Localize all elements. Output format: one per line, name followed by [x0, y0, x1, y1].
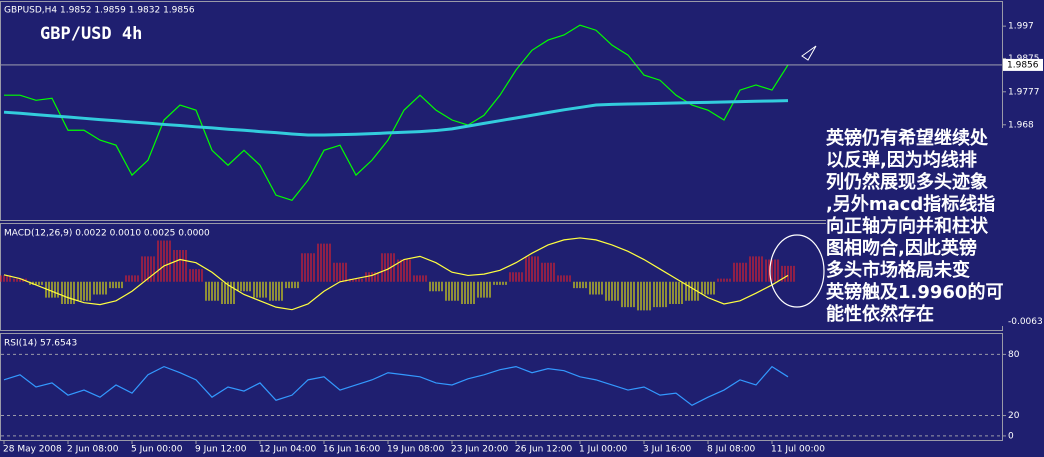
panel-title: MACD(12,26,9) 0.0022 0.0010 0.0025 0.000…: [4, 229, 210, 239]
y-tick-label: 20: [1008, 411, 1020, 421]
annotation-line: 向正轴方向并和柱状: [826, 216, 988, 237]
x-tick-label: 26 Jun 12:00: [515, 445, 572, 455]
x-tick-label: 5 Jun 00:00: [131, 445, 183, 455]
series-line: [4, 24, 789, 201]
series-line: [3, 365, 789, 407]
annotation-line: 以反弹,因为均线排: [826, 150, 977, 171]
annotation-line: 图相吻合,因此英镑: [826, 238, 977, 259]
panel-frame: [0, 333, 1003, 441]
x-tick-label: 12 Jun 04:00: [259, 445, 316, 455]
annotation: 英镑仍有希望继续处 以反弹,因为均线排 列仍然展现多头迹象 ,另外macd指标线指 向正…: [826, 128, 1006, 326]
x-tick-label: 9 Jun 12:00: [195, 445, 247, 455]
x-tick-label: 3 Jul 16:00: [643, 445, 692, 455]
x-tick-label: 1 Jul 00:00: [579, 445, 628, 455]
y-tick-label: 1.968: [1008, 120, 1034, 130]
annotation-line: 英镑触及1.9960的可: [826, 282, 1004, 303]
chart-title: GBP/USD 4h: [40, 24, 142, 44]
x-tick-label: 11 Jul 00:00: [771, 445, 825, 455]
panel-frame: [0, 1, 1003, 221]
annotation-line: ,另外macd指标线指: [826, 194, 996, 215]
x-tick-label: 28 May 2008: [3, 445, 62, 455]
y-tick-label: 1.997: [1008, 22, 1034, 32]
series-line: [3, 99, 789, 137]
x-tick-label: 23 Jun 20:00: [451, 445, 508, 455]
x-tick-label: 2 Jun 08:00: [67, 445, 119, 455]
annotation-line: 多头市场格局未变: [826, 260, 970, 281]
last-price-label: 1.9856: [1007, 60, 1039, 70]
highlight-ellipse: [769, 234, 825, 308]
annotation-line: 能性依然存在: [826, 304, 934, 325]
y-tick-label: 80: [1008, 350, 1020, 360]
last-price-box: [1003, 58, 1043, 71]
y-tick-label: 0: [1008, 431, 1014, 441]
series-line: [3, 237, 789, 311]
x-tick-label: 8 Jul 08:00: [707, 445, 756, 455]
chart-subtitle: GBPUSD,H4 1.9852 1.9859 1.9832 1.9856: [4, 6, 195, 16]
annotation-line: 英镑仍有希望继续处: [826, 128, 988, 149]
annotation-line: 列仍然展现多头迹象: [826, 172, 988, 193]
x-tick-label: 19 Jun 08:00: [387, 445, 444, 455]
arrow-icon: [801, 45, 817, 61]
y-tick-label: -0.0063: [1008, 317, 1043, 327]
x-tick-label: 16 Jun 16:00: [323, 445, 380, 455]
y-tick-label: 1.9777: [1008, 87, 1040, 97]
panel-title: RSI(14) 57.6543: [4, 339, 77, 349]
